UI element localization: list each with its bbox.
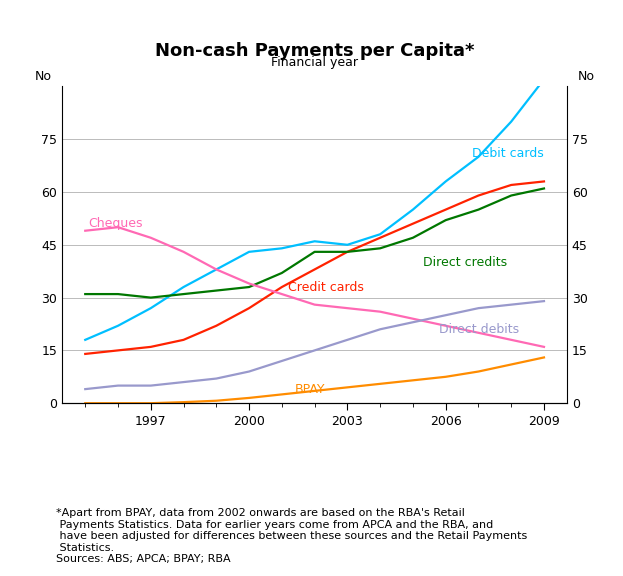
Text: Direct credits: Direct credits xyxy=(423,256,507,269)
Text: Cheques: Cheques xyxy=(88,217,143,230)
Text: BPAY: BPAY xyxy=(295,382,325,396)
Text: Financial year: Financial year xyxy=(271,56,358,69)
Text: *Apart from BPAY, data from 2002 onwards are based on the RBA's Retail
 Payments: *Apart from BPAY, data from 2002 onwards… xyxy=(56,508,527,564)
Text: Direct debits: Direct debits xyxy=(439,323,519,336)
Text: No: No xyxy=(34,70,52,84)
Title: Non-cash Payments per Capita*: Non-cash Payments per Capita* xyxy=(155,42,474,60)
Text: Debit cards: Debit cards xyxy=(472,147,544,160)
Text: Credit cards: Credit cards xyxy=(288,281,364,294)
Text: No: No xyxy=(578,70,595,84)
